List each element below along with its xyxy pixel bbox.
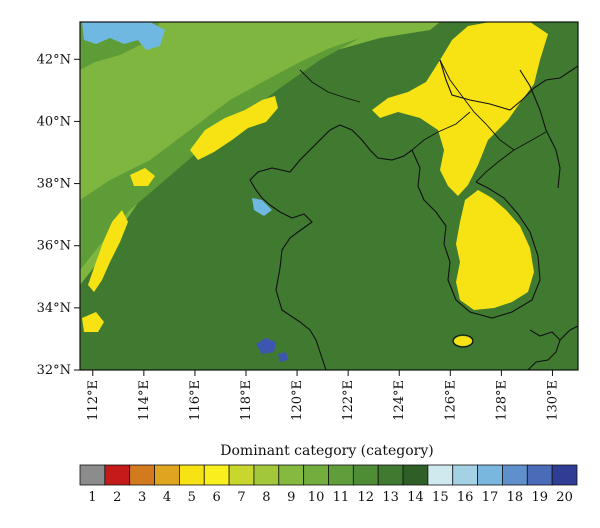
legend-swatch <box>477 464 503 486</box>
legend-category-label: 19 <box>531 490 548 505</box>
legend-swatch <box>203 464 230 486</box>
legend-swatch <box>253 464 280 486</box>
legend-category-label: 7 <box>237 490 245 505</box>
legend-category-label: 1 <box>88 490 96 505</box>
legend-swatch <box>526 464 553 486</box>
lon-label: 116°E <box>188 380 203 421</box>
lon-label: 126°E <box>443 380 458 421</box>
legend-swatch <box>377 464 404 486</box>
legend-category-label: 11 <box>333 490 350 505</box>
lon-label: 130°E <box>545 380 560 421</box>
lat-label: 40°N <box>37 114 71 129</box>
grassland-region <box>80 22 440 285</box>
legend-category-label: 14 <box>407 490 424 505</box>
legend-swatch <box>154 464 180 486</box>
legend-swatch <box>303 464 329 486</box>
borders <box>299 59 547 183</box>
lake-hongze <box>256 338 276 354</box>
legend-swatch <box>129 464 155 486</box>
legend-category-label: 4 <box>163 490 171 505</box>
cropland-belt-west <box>88 210 128 292</box>
cropland-korea <box>456 190 534 310</box>
lon-label: 120°E <box>290 380 305 421</box>
coastlines <box>249 59 578 370</box>
lon-label: 112°E <box>86 380 101 421</box>
legend-swatch <box>427 464 454 486</box>
legend-category-label: 8 <box>262 490 270 505</box>
lat-label: 36°N <box>37 239 71 254</box>
latitude-axis: 42°N 40°N 38°N 36°N 34°N 32°N <box>37 52 80 378</box>
lat-label: 34°N <box>37 301 71 316</box>
lon-label: 114°E <box>137 380 152 421</box>
cropland-manchuria <box>372 22 548 196</box>
legend-swatch <box>402 464 429 486</box>
legend-swatch <box>352 464 379 486</box>
legend-category-label: 12 <box>358 490 375 505</box>
lon-label: 124°E <box>392 380 407 421</box>
legend-category-label: 9 <box>287 490 295 505</box>
legend-category-label: 3 <box>138 490 146 505</box>
legend-category-label: 20 <box>556 490 573 505</box>
legend-category-label: 15 <box>432 490 449 505</box>
legend-swatch <box>104 464 131 486</box>
legend-swatch <box>79 464 106 486</box>
legend-category-label: 2 <box>113 490 121 505</box>
cropland-jeju <box>454 336 472 346</box>
cropland-patch-sw <box>82 312 104 332</box>
lon-label: 122°E <box>341 380 356 421</box>
legend-swatch <box>551 464 578 486</box>
legend-category-label: 6 <box>213 490 221 505</box>
lake-small <box>278 352 288 362</box>
legend-title: Dominant category (category) <box>220 443 433 459</box>
legend-swatch <box>328 464 354 486</box>
legend-category-label: 18 <box>507 490 524 505</box>
legend-swatch <box>278 464 305 486</box>
longitude-axis: 112°E 114°E 116°E 118°E 120°E 122°E 124°E 126°E… <box>86 370 560 421</box>
lat-label: 32°N <box>37 363 71 378</box>
lon-label: 128°E <box>494 380 509 421</box>
legend-colorbar: 1 2 3 4 5 6 7 8 9 10 11 12 13 14 15 16 17 18 19 20 <box>79 464 578 505</box>
legend-swatch <box>502 464 528 486</box>
legend-swatch <box>452 464 479 486</box>
legend-category-label: 10 <box>308 490 325 505</box>
lat-label: 42°N <box>37 52 71 67</box>
legend-category-label: 5 <box>188 490 196 505</box>
lat-label: 38°N <box>37 177 71 192</box>
legend-category-label: 17 <box>482 490 499 505</box>
lake-northwest <box>82 22 165 50</box>
legend-category-label: 13 <box>382 490 399 505</box>
cropland-patch-ne <box>130 168 155 186</box>
bohai-coast-water <box>252 198 272 216</box>
map-frame <box>79 21 579 371</box>
legend-swatch <box>228 464 255 486</box>
lon-label: 118°E <box>239 380 254 421</box>
cropland-belt-north <box>190 96 278 160</box>
map-panel <box>80 22 578 370</box>
legend-swatch <box>178 464 205 486</box>
legend-category-label: 16 <box>457 490 474 505</box>
